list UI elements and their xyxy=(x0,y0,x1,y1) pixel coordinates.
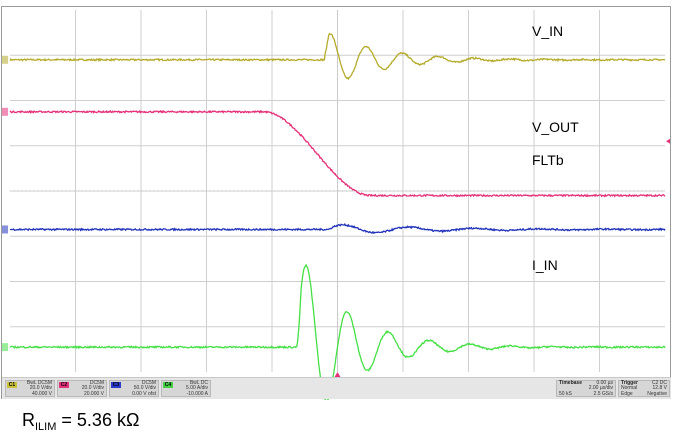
channel-3-info[interactable]: C3 DC5M 50.0 V/div 0.00 V ofst xyxy=(109,380,159,397)
channel-1-coupling: BwL DC5M xyxy=(26,380,52,386)
timebase-info[interactable]: Timebase 0.00 µs 2.00 µs/div 50 kS 2.5 G… xyxy=(556,380,616,397)
status-bar: C1 BwL DC5M 20.0 V/div 40.000 V C2 DC5M … xyxy=(2,377,671,399)
timebase-header: Timebase xyxy=(559,380,582,386)
channel-1-info[interactable]: C1 BwL DC5M 20.0 V/div 40.000 V xyxy=(5,380,55,397)
channel-4-coupling: BwL DC xyxy=(189,380,208,386)
channel-4-info[interactable]: C4 BwL DC 5.00 A/div -10.000 A xyxy=(161,380,211,397)
timebase-rate: 2.5 GS/s xyxy=(593,390,613,397)
trigger-level: 12.8 V xyxy=(652,385,667,392)
timebase-delay: 0.00 µs xyxy=(596,380,613,386)
scope-plot: V_IN V_OUT FLTb I_IN xyxy=(2,10,671,402)
trigger-info[interactable]: Trigger C2 DC Normal 12.8 V Edge Negativ… xyxy=(618,380,670,397)
v-out-trace xyxy=(9,109,666,198)
caption-value: = 5.36 kΩ xyxy=(56,410,140,430)
channel-4-scale: 5.00 A/div xyxy=(186,385,208,392)
channel-3-tag: C3 xyxy=(111,382,121,388)
channel-1-tag: C1 xyxy=(7,382,17,388)
channel-2-offset: 20.000 V xyxy=(83,390,104,397)
channel-3-scale: 50.0 V/div xyxy=(133,385,156,392)
trigger-slope: Negative xyxy=(647,390,667,397)
i-in-label: I_IN xyxy=(532,257,558,273)
v-out-label: V_OUT xyxy=(532,119,579,135)
channel-3-coupling: DC5M xyxy=(141,380,156,386)
channel-1-offset: 40.000 V xyxy=(31,390,52,397)
channel-2-coupling: DC5M xyxy=(89,380,104,386)
channel-2-tag: C2 xyxy=(59,382,69,388)
fltb-trace xyxy=(9,222,666,235)
i-in-trace xyxy=(9,263,666,402)
timebase-samples: 50 kS xyxy=(559,390,572,397)
channel-4-tag: C4 xyxy=(163,382,173,388)
v-in-label: V_IN xyxy=(532,23,563,39)
channel-4-offset: -10.000 A xyxy=(186,390,208,397)
trigger-source: C2 DC xyxy=(651,380,667,386)
trigger-type: Edge xyxy=(621,390,633,397)
trigger-header: Trigger xyxy=(621,380,638,386)
fltb-label: FLTb xyxy=(532,152,564,168)
trigger-level-marker xyxy=(666,138,671,145)
caption-prefix: R xyxy=(22,410,35,430)
ilim-caption: RILIM = 5.36 kΩ xyxy=(22,410,139,433)
channel-2-scale: 20.0 V/div xyxy=(81,385,104,392)
i-in-level-marker xyxy=(2,343,8,352)
channel-1-scale: 20.0 V/div xyxy=(29,385,52,392)
v-out-level-marker xyxy=(2,107,8,116)
caption-subscript: ILIM xyxy=(35,421,57,433)
v-in-level-marker xyxy=(2,55,8,64)
trigger-mode: Normal xyxy=(621,385,638,392)
channel-3-offset: 0.00 V ofst xyxy=(132,390,156,397)
fltb-level-marker xyxy=(2,225,8,234)
trigger-position-marker xyxy=(334,372,341,377)
channel-2-info[interactable]: C2 DC5M 20.0 V/div 20.000 V xyxy=(57,380,107,397)
oscilloscope-capture: V_IN V_OUT FLTb I_IN C1 BwL DC5M 20.0 V/div… xyxy=(1,6,671,402)
v-in-trace xyxy=(9,32,666,81)
timebase-per-div: 2.00 µs/div xyxy=(588,385,613,392)
